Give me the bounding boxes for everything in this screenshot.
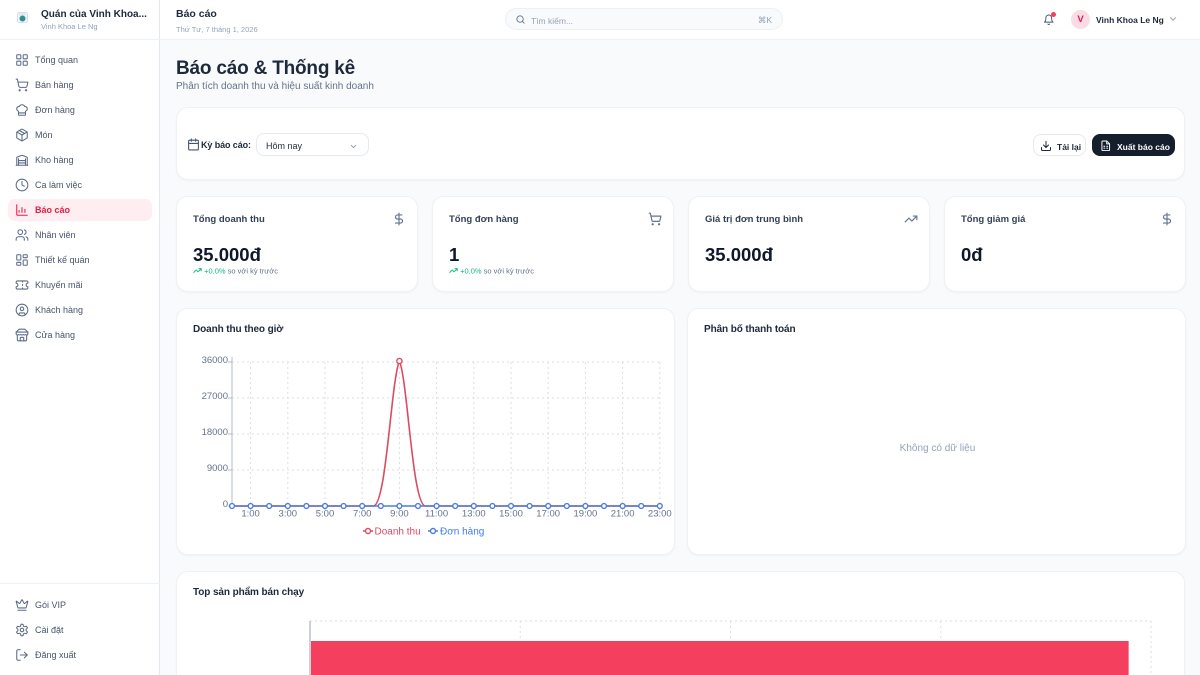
svg-text:36000: 36000 [202, 355, 228, 366]
svg-text:3:00: 3:00 [279, 509, 298, 520]
svg-text:21:00: 21:00 [611, 509, 635, 520]
svg-text:Doanh thu: Doanh thu [375, 527, 421, 538]
svg-text:7:00: 7:00 [353, 509, 372, 520]
svg-text:9:00: 9:00 [390, 509, 409, 520]
svg-text:19:00: 19:00 [574, 509, 598, 520]
svg-text:1:00: 1:00 [241, 509, 260, 520]
svg-text:17:00: 17:00 [536, 509, 560, 520]
svg-text:Đơn hàng: Đơn hàng [440, 527, 484, 538]
svg-text:23:00: 23:00 [648, 509, 672, 520]
svg-text:13:00: 13:00 [462, 509, 486, 520]
svg-text:18000: 18000 [202, 427, 228, 438]
svg-text:11:00: 11:00 [425, 509, 448, 520]
svg-text:9000: 9000 [207, 463, 228, 474]
svg-text:15:00: 15:00 [499, 509, 523, 520]
svg-text:0: 0 [223, 499, 228, 510]
svg-text:27000: 27000 [202, 391, 228, 402]
svg-text:5:00: 5:00 [316, 509, 335, 520]
